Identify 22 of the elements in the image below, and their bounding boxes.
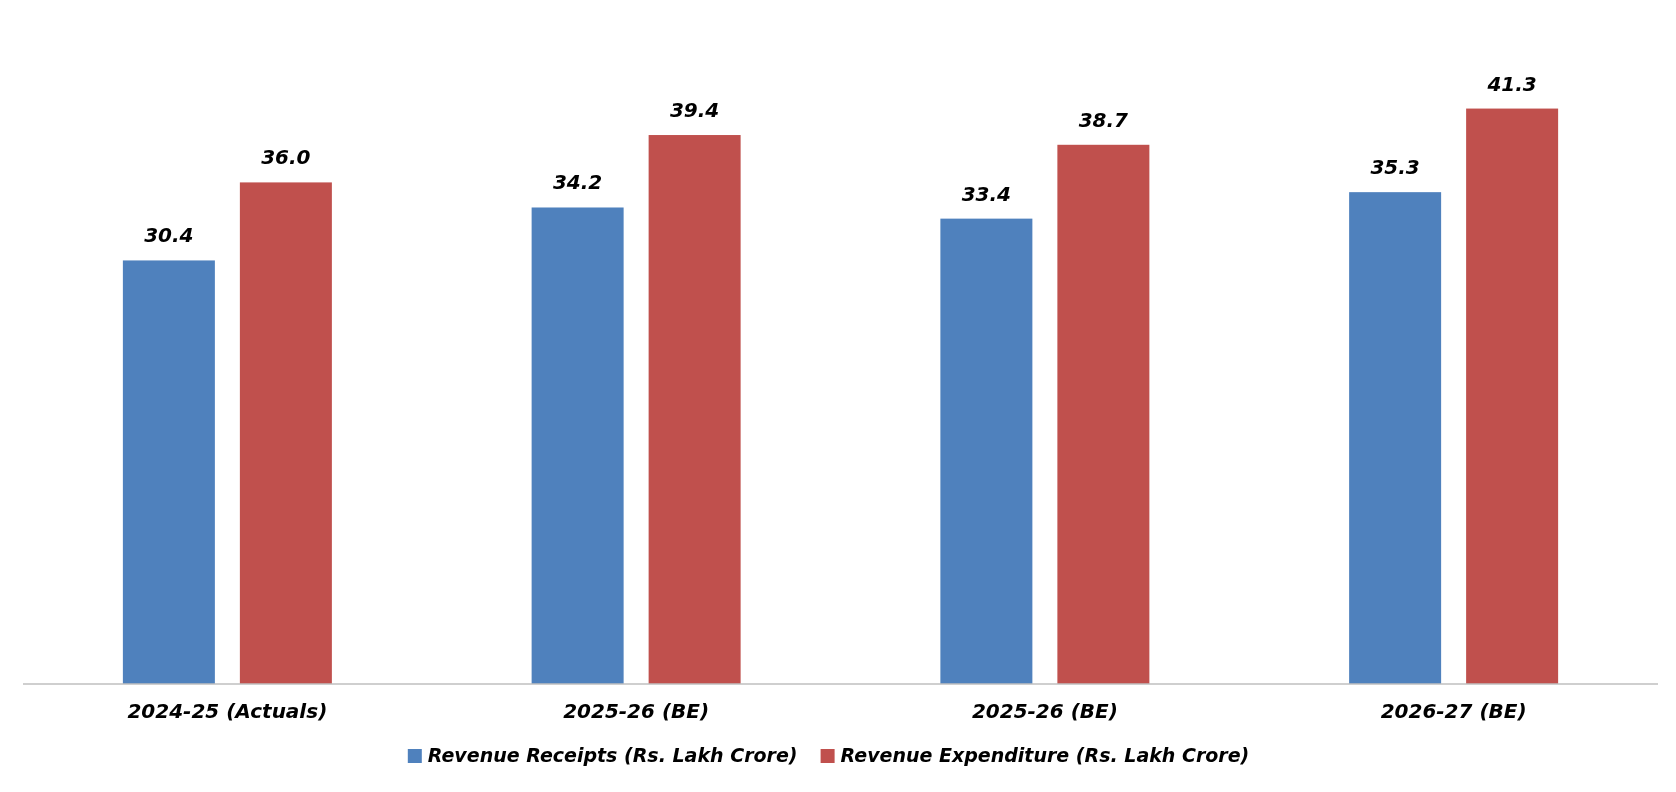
data-label: 30.4: [144, 223, 194, 248]
bar: [531, 207, 624, 684]
data-label: 35.3: [1370, 155, 1420, 180]
x-tick-label: 2025-26 (BE): [971, 699, 1118, 723]
bar: [1057, 144, 1150, 684]
bar: [1349, 192, 1442, 684]
legend-label: Revenue Expenditure (Rs. Lakh Crore): [840, 744, 1250, 766]
x-tick-label: 2025-26 (BE): [563, 699, 710, 723]
legend-label: Revenue Receipts (Rs. Lakh Crore): [427, 744, 798, 766]
bar: [940, 218, 1033, 684]
data-label: 39.4: [669, 98, 720, 123]
bar: [239, 182, 332, 684]
data-label: 34.2: [552, 170, 603, 195]
data-label: 33.4: [961, 181, 1012, 206]
data-label: 38.7: [1078, 107, 1129, 132]
data-label: 36.0: [261, 145, 311, 170]
bar: [648, 135, 741, 684]
data-label: 41.3: [1486, 71, 1537, 96]
x-tick-label: 2024-25 (Actuals): [127, 699, 328, 723]
x-tick-label: 2026-27 (BE): [1380, 699, 1527, 723]
bar: [122, 260, 215, 684]
bar: [1466, 108, 1559, 684]
